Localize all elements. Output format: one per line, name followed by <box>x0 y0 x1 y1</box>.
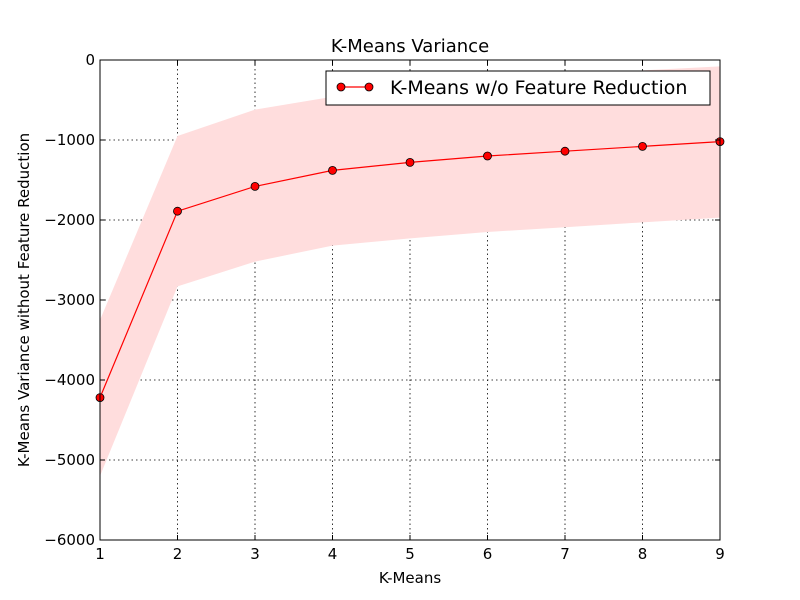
data-point <box>173 206 182 216</box>
y-axis-title: K-Means Variance without Feature Reducti… <box>15 133 33 467</box>
data-point <box>328 165 337 175</box>
y-tick-label: −4000 <box>44 371 95 389</box>
data-point <box>483 151 492 161</box>
x-tick-label: 3 <box>250 545 260 563</box>
legend-marker-right <box>364 82 374 92</box>
confidence-band <box>100 66 720 477</box>
x-tick-label: 4 <box>328 545 338 563</box>
y-tick-label: −2000 <box>44 211 95 229</box>
axis-ticks: 1 2 3 4 5 6 7 8 9 −6000 −5000 −4000 −3000 −2000 −1000 0 <box>44 51 725 563</box>
legend-marker-left <box>336 82 346 92</box>
data-point <box>560 146 570 156</box>
x-axis-title: K-Means <box>379 569 442 587</box>
y-tick-label: −3000 <box>44 291 95 309</box>
chart-title: K-Means Variance <box>331 36 489 57</box>
variance-band <box>100 66 720 477</box>
y-tick-label: −5000 <box>44 451 95 469</box>
data-point <box>250 181 260 191</box>
legend-label: K-Means w/o Feature Reduction <box>390 77 687 99</box>
x-tick-label: 2 <box>173 545 183 563</box>
legend-box <box>325 70 711 106</box>
legend: K-Means w/o Feature Reduction <box>325 70 711 106</box>
x-tick-label: 5 <box>405 545 415 563</box>
x-tick-label: 6 <box>483 545 493 563</box>
y-tick-label: −6000 <box>44 531 95 549</box>
x-tick-label: 9 <box>715 545 725 563</box>
series <box>95 137 725 403</box>
x-tick-label: 7 <box>560 545 570 563</box>
x-tick-label: 1 <box>95 545 105 563</box>
x-tick-label: 8 <box>638 545 648 563</box>
data-point <box>638 141 647 151</box>
data-point <box>405 157 415 167</box>
y-tick-label: −1000 <box>44 131 95 149</box>
y-tick-label: 0 <box>85 51 95 69</box>
